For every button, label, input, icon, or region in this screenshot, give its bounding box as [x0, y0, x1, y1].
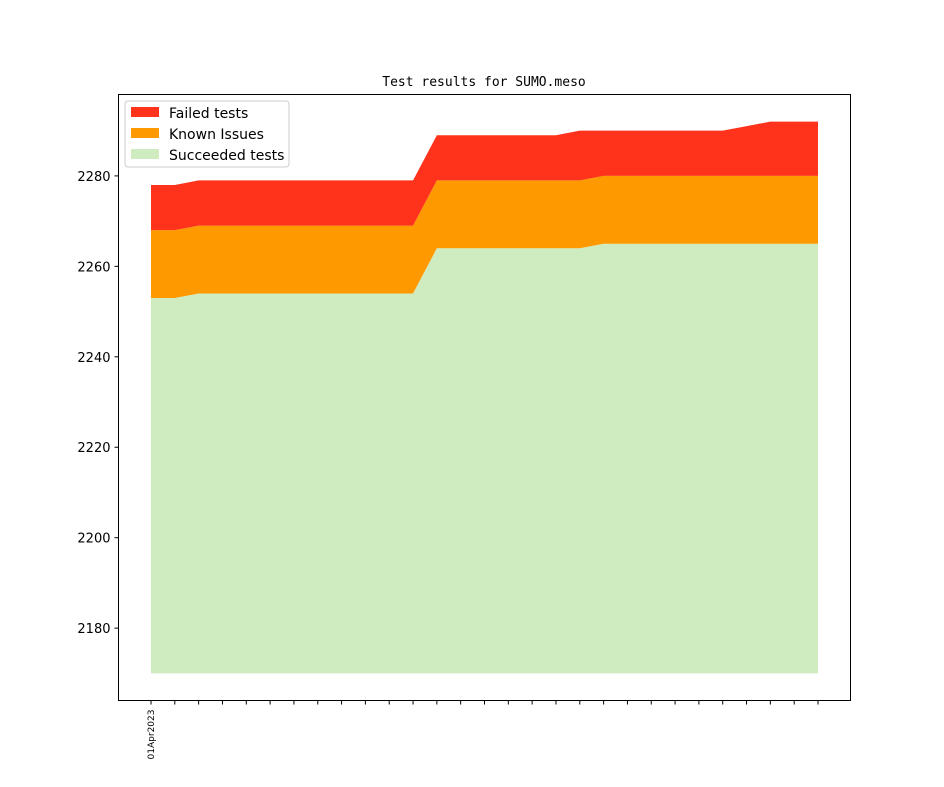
y-axis: 2180 2200 2220 2240 2260 2280 — [77, 170, 119, 637]
x-tick-label: 01Apr2023 — [147, 710, 157, 760]
legend-label-failed: Failed tests — [169, 106, 248, 122]
area-failed-tests — [151, 121, 818, 231]
area-known-issues — [151, 175, 818, 299]
y-tick-label: 2240 — [77, 351, 110, 366]
x-axis: 01Apr2023 — [147, 700, 819, 760]
y-tick-label: 2180 — [77, 622, 110, 637]
legend: Failed tests Known Issues Succeeded test… — [124, 100, 290, 168]
y-tick-label: 2220 — [77, 441, 110, 456]
chart-title: Test results for SUMO.meso — [382, 75, 586, 90]
y-tick-label: 2280 — [77, 170, 110, 185]
area-succeeded-tests — [151, 243, 818, 674]
legend-swatch-known — [131, 128, 159, 138]
y-tick-label: 2200 — [77, 532, 110, 547]
areas — [151, 121, 818, 674]
legend-label-known: Known Issues — [169, 127, 264, 143]
legend-label-succeeded: Succeeded tests — [169, 148, 284, 164]
legend-swatch-failed — [131, 107, 159, 117]
legend-swatch-succeeded — [131, 149, 159, 159]
y-tick-label: 2260 — [77, 260, 110, 275]
